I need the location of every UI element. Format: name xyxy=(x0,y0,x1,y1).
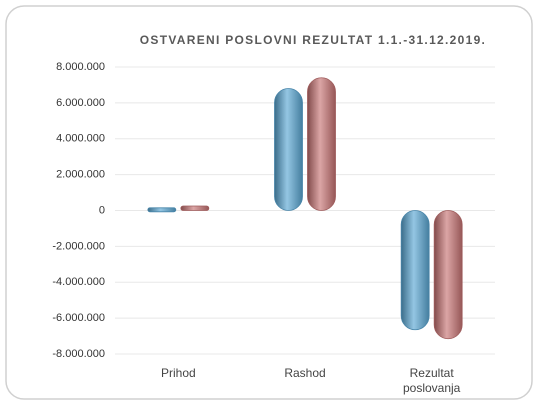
bar xyxy=(400,210,430,331)
bar xyxy=(147,207,177,213)
chart-title: OSTVARENI POSLOVNI REZULTAT 1.1.-31.12.2… xyxy=(140,33,486,47)
bar xyxy=(274,88,303,211)
bar xyxy=(180,205,210,211)
x-tick-label-box: Rezultat poslovanja xyxy=(402,366,461,395)
x-tick-label: Rezultat poslovanja xyxy=(402,366,461,395)
y-tick-label: -4.000.000 xyxy=(52,276,105,288)
chart-frame xyxy=(5,5,533,400)
y-tick-label: 4.000.000 xyxy=(56,133,105,145)
y-tick-label: -2.000.000 xyxy=(52,240,105,252)
y-tick-label: -8.000.000 xyxy=(52,348,105,360)
x-tick-label: Rashod xyxy=(284,366,326,380)
x-tick-label-box: Rashod xyxy=(284,366,326,380)
x-tick-label: Prihod xyxy=(160,366,196,380)
bar xyxy=(307,77,336,211)
y-tick-label: -6.000.000 xyxy=(52,312,105,324)
x-tick-label-box: Prihod xyxy=(160,366,196,380)
y-tick-label: 0 xyxy=(99,204,105,216)
y-tick-label: 2.000.000 xyxy=(56,169,105,181)
y-tick-label: 6.000.000 xyxy=(56,97,105,109)
y-tick-label: 8.000.000 xyxy=(56,61,105,73)
bar xyxy=(433,210,463,340)
